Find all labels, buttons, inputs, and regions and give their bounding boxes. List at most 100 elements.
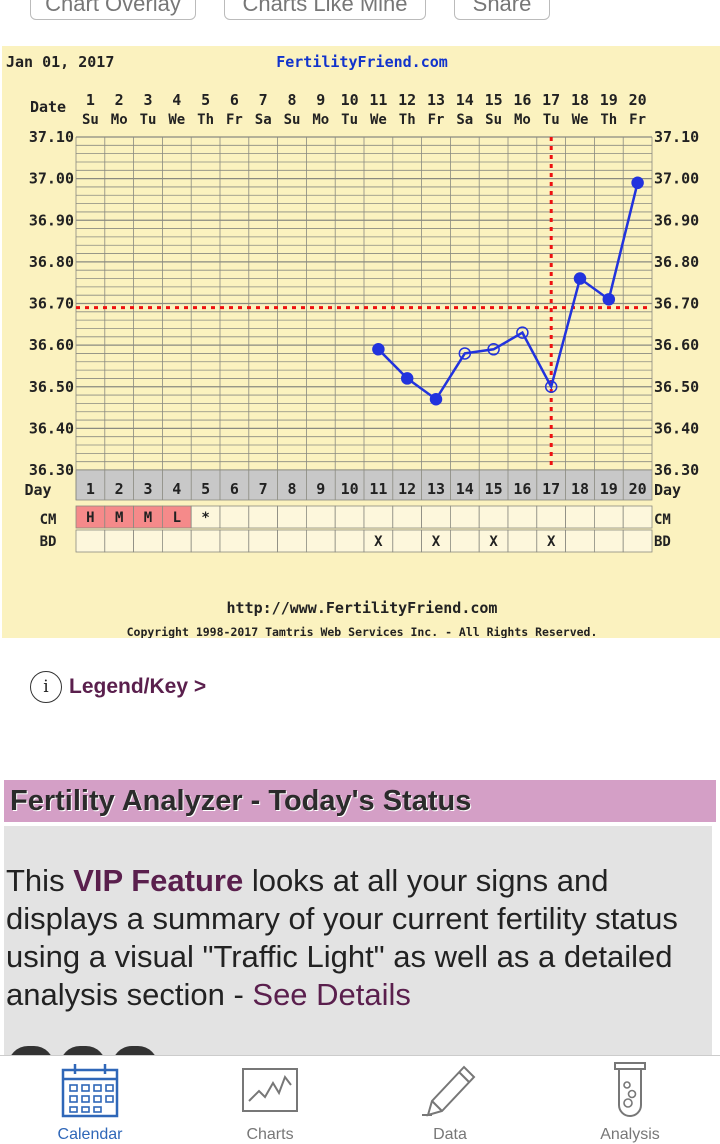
see-details-link[interactable]: See Details	[252, 977, 411, 1012]
bd-value-label: X	[374, 534, 383, 550]
legend-key-link[interactable]: i Legend/Key >	[30, 670, 206, 704]
day-number-label: 15	[485, 480, 503, 498]
y-tick-label-left: 36.40	[29, 419, 74, 437]
bd-value-label: X	[547, 534, 556, 550]
bd-cell	[277, 529, 307, 553]
cm-value-label: M	[144, 510, 152, 526]
fertility-chart[interactable]: Jan 01, 2017 FertilityFriend.com Date 1 Su 2 M…	[2, 46, 720, 638]
weekday-label: We	[370, 112, 387, 128]
date-number-label: 18	[571, 91, 589, 109]
y-tick-label-right: 37.10	[654, 128, 699, 146]
cm-cell	[277, 505, 307, 529]
date-number-label: 1	[86, 91, 95, 109]
day-number-label: 10	[341, 480, 359, 498]
y-tick-label-right: 36.90	[654, 211, 699, 229]
bd-cell	[507, 529, 538, 553]
weekday-label: Sa	[456, 112, 473, 128]
day-number-label: 19	[600, 480, 618, 498]
bd-cell	[219, 529, 250, 553]
day-number-label: 16	[513, 480, 531, 498]
bd-value-label: X	[489, 534, 498, 550]
tab-charts[interactable]: Charts	[180, 1056, 360, 1144]
cm-cell	[622, 505, 653, 529]
day-number-label: 1	[86, 480, 95, 498]
date-number-label: 11	[369, 91, 387, 109]
day-number-label: 5	[201, 480, 210, 498]
date-row-label: Date	[30, 98, 66, 116]
bd-cell	[305, 529, 336, 553]
weekday-label: Tu	[543, 112, 560, 128]
tab-analysis-label: Analysis	[600, 1126, 660, 1143]
tab-data[interactable]: Data	[360, 1056, 540, 1144]
cm-value-label: L	[173, 510, 181, 526]
weekday-label: Sa	[255, 112, 272, 128]
temperature-point	[631, 176, 644, 190]
cm-cell	[565, 505, 595, 529]
y-tick-label-right: 36.60	[654, 336, 699, 354]
day-number-label: 20	[629, 480, 647, 498]
weekday-label: Th	[197, 112, 214, 128]
pencil-icon	[420, 1060, 480, 1120]
y-tick-label-left: 36.70	[29, 295, 74, 313]
tab-calendar[interactable]: Calendar	[0, 1056, 180, 1144]
cm-cell	[449, 505, 480, 529]
date-number-label: 4	[172, 91, 181, 109]
day-number-label: 9	[316, 480, 325, 498]
temperature-line	[377, 182, 639, 402]
cm-cell	[478, 505, 509, 529]
cm-cell	[536, 505, 566, 529]
temperature-point	[458, 347, 472, 360]
tab-calendar-label: Calendar	[57, 1126, 123, 1143]
weekday-label: Mo	[312, 112, 329, 128]
fertility-analyzer-title: Fertility Analyzer - Today's Status	[10, 785, 472, 817]
weekday-label: Fr	[226, 112, 243, 128]
temperature-point	[544, 380, 558, 393]
temperature-point	[602, 293, 616, 306]
info-icon: i	[30, 671, 62, 703]
weekday-label: Th	[399, 112, 416, 128]
chart-date-label: Jan 01, 2017	[6, 53, 114, 71]
weekday-label: We	[168, 112, 185, 128]
date-number-label: 9	[316, 91, 325, 109]
date-number-label: 3	[143, 91, 152, 109]
bd-cell	[449, 529, 480, 553]
test-tube-icon	[613, 1060, 647, 1120]
cm-cell	[219, 505, 250, 529]
cm-cell	[248, 505, 279, 529]
share-button[interactable]: Share	[454, 0, 550, 20]
bd-cell	[75, 529, 106, 553]
date-number-label: 5	[201, 91, 210, 109]
fertility-chart-svg: Jan 01, 2017 FertilityFriend.com Date 1 Su 2 M…	[2, 46, 720, 638]
charts-like-mine-button[interactable]: Charts Like Mine	[224, 0, 426, 20]
temperature-point	[429, 392, 443, 406]
temperature-point	[573, 272, 587, 285]
day-row-label-right: Day	[654, 481, 681, 499]
weekday-label: Fr	[629, 112, 646, 128]
tab-analysis[interactable]: Analysis	[540, 1056, 720, 1144]
bd-cell	[565, 529, 595, 553]
date-number-label: 13	[427, 91, 445, 109]
weekday-label: Tu	[140, 112, 157, 128]
tab-data-label: Data	[433, 1126, 467, 1143]
cm-cell	[421, 505, 451, 529]
weekday-label: Th	[600, 112, 617, 128]
y-tick-label-right: 37.00	[654, 170, 699, 188]
cm-cell	[305, 505, 336, 529]
cm-cell	[363, 505, 394, 529]
weekday-label: Mo	[111, 112, 128, 128]
chart-overlay-button[interactable]: Chart Overlay	[30, 0, 196, 20]
cm-cell	[507, 505, 538, 529]
legend-key-label: Legend/Key >	[69, 675, 207, 698]
day-number-label: 17	[542, 480, 560, 498]
day-number-label: 12	[398, 480, 416, 498]
date-number-label: 20	[629, 91, 647, 109]
date-number-label: 15	[485, 91, 503, 109]
y-tick-label-right: 36.30	[654, 461, 699, 479]
cm-cell	[334, 505, 365, 529]
date-number-label: 19	[600, 91, 618, 109]
weekday-label: Su	[284, 112, 301, 128]
day-number-label: 4	[172, 480, 181, 498]
y-tick-label-right: 36.80	[654, 253, 699, 271]
y-tick-label-left: 37.10	[29, 128, 74, 146]
bd-cell	[392, 529, 422, 553]
